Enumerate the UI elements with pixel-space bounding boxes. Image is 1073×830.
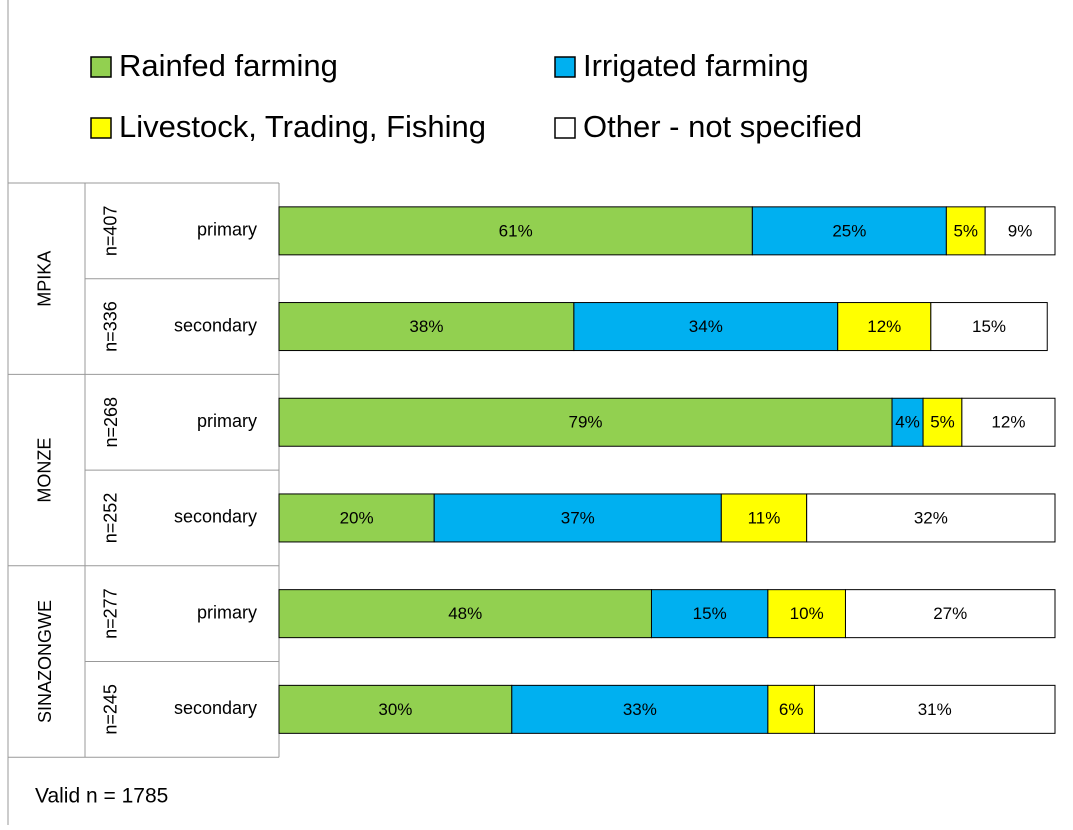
value-label: 30%: [378, 700, 412, 719]
legend-swatch: [90, 56, 112, 78]
legend-label: Livestock, Trading, Fishing: [119, 109, 486, 144]
value-label: 34%: [689, 317, 723, 336]
value-label: 11%: [748, 508, 781, 527]
legend-label: Irrigated farming: [583, 48, 809, 83]
sample-size: n=277: [101, 588, 121, 639]
sample-size: n=252: [101, 493, 121, 544]
bar-segment: [573, 302, 839, 352]
category-label: primary: [197, 602, 257, 622]
bar-segment: [278, 589, 652, 639]
value-label: 32%: [914, 508, 948, 527]
value-label: 27%: [933, 604, 967, 623]
value-label: 9%: [1008, 221, 1033, 240]
bar-segment: [945, 206, 986, 256]
value-label: 15%: [693, 604, 727, 623]
value-label: 4%: [895, 413, 920, 432]
group-label: MPIKA: [35, 251, 55, 307]
sample-size: n=245: [101, 684, 121, 735]
bar-segment: [984, 206, 1056, 256]
bar-segment: [751, 206, 947, 256]
bar-segment: [844, 589, 1056, 639]
value-label: 12%: [991, 413, 1025, 432]
value-label: 5%: [930, 413, 955, 432]
value-label: 33%: [623, 700, 657, 719]
value-label: 5%: [953, 221, 978, 240]
category-label: primary: [197, 411, 257, 431]
value-label: 12%: [867, 317, 901, 336]
value-label: 31%: [918, 700, 952, 719]
value-label: 61%: [499, 221, 533, 240]
value-label: 79%: [569, 413, 603, 432]
bar-segment: [278, 493, 435, 543]
bar-segment: [922, 397, 963, 447]
group-label: SINAZONGWE: [35, 600, 55, 723]
bar-segment: [767, 589, 846, 639]
category-label: secondary: [174, 698, 257, 718]
sample-size: n=407: [101, 206, 121, 257]
legend-swatch: [554, 56, 576, 78]
legend-swatch: [90, 117, 112, 139]
value-label: 20%: [340, 508, 374, 527]
bar-segment: [720, 493, 808, 543]
bar-segment: [511, 684, 769, 734]
legend-swatch: [554, 117, 576, 139]
value-label: 6%: [779, 700, 804, 719]
value-label: 37%: [561, 508, 595, 527]
legend-label: Other - not specified: [583, 109, 862, 144]
note: Valid n = 1785: [35, 785, 168, 808]
bar-segment: [891, 397, 924, 447]
category-label: secondary: [174, 507, 257, 527]
bar-segment: [278, 302, 575, 352]
category-label: secondary: [174, 315, 257, 335]
bar-segment: [278, 397, 893, 447]
bar-segment: [930, 302, 1048, 352]
value-label: 38%: [409, 317, 443, 336]
legend-label: Rainfed farming: [119, 48, 338, 83]
bar-segment: [278, 684, 513, 734]
category-label: primary: [197, 220, 257, 240]
value-label: 25%: [832, 221, 866, 240]
bar-segment: [806, 493, 1056, 543]
value-label: 48%: [448, 604, 482, 623]
bar-segment: [961, 397, 1056, 447]
value-label: 15%: [972, 317, 1006, 336]
sample-size: n=268: [101, 397, 121, 448]
sample-size: n=336: [101, 301, 121, 352]
bar-segment: [650, 589, 769, 639]
bar-segment: [837, 302, 932, 352]
value-label: 10%: [790, 604, 824, 623]
bar-segment: [813, 684, 1056, 734]
bar-segment: [433, 493, 722, 543]
group-label: MONZE: [35, 438, 55, 503]
